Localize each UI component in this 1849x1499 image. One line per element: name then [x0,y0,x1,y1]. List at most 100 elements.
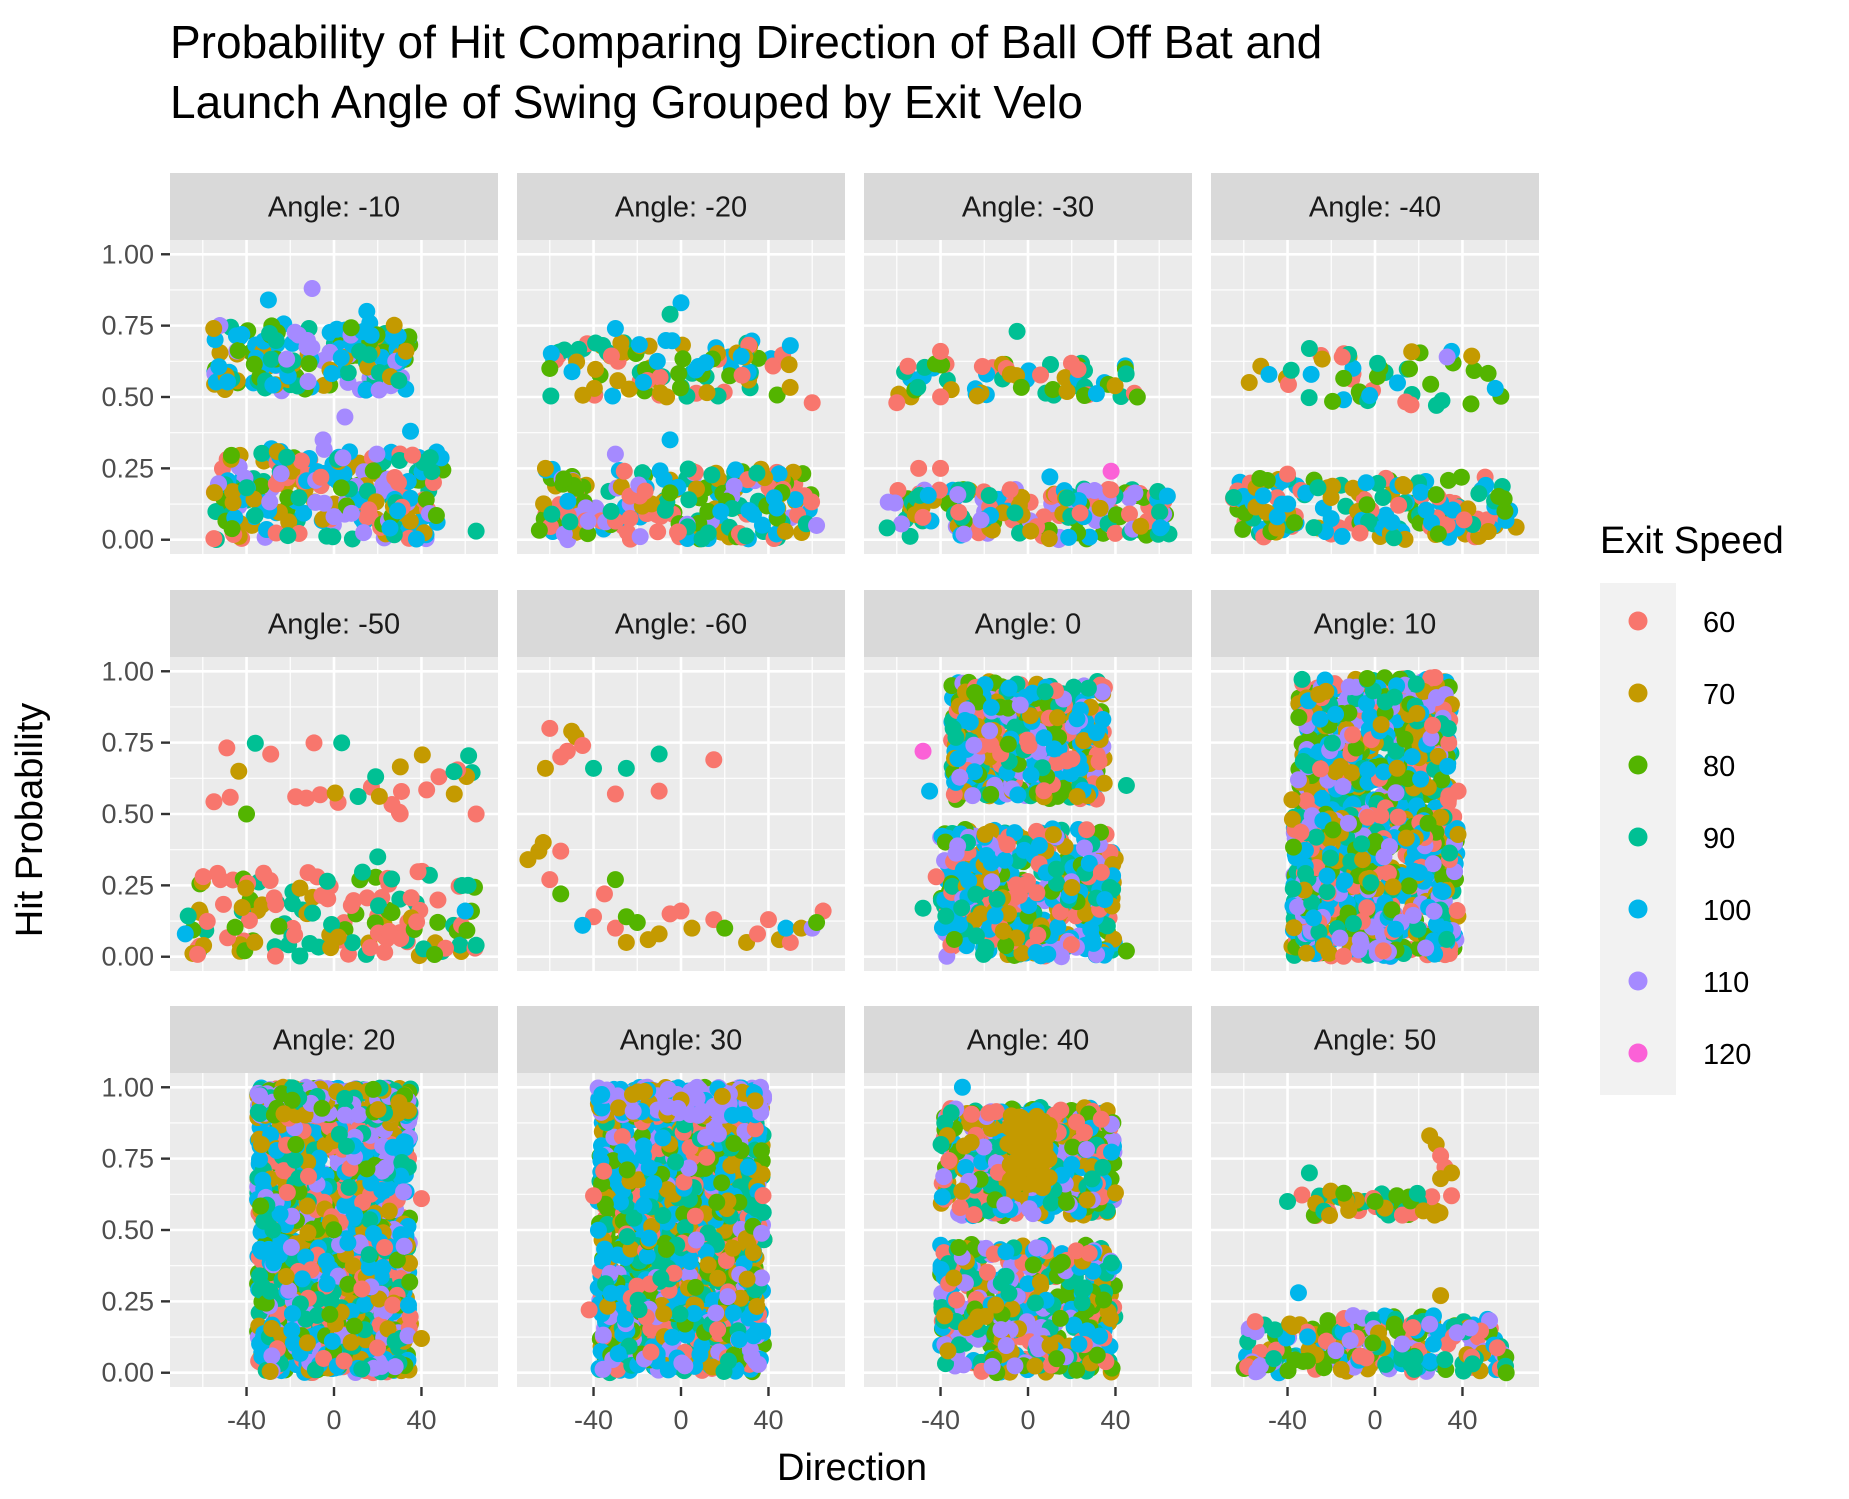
data-point [272,465,290,483]
data-point [226,918,244,936]
data-point [1389,808,1407,826]
facet-strip [1211,590,1539,657]
data-point [400,1296,418,1314]
data-point [1240,374,1258,392]
data-point [1358,670,1376,688]
data-point [808,913,826,931]
data-point [423,463,441,481]
data-point [349,788,367,806]
data-point [453,877,471,895]
data-point [1048,874,1066,892]
data-point [1344,479,1362,497]
data-point [1086,482,1104,500]
data-point [921,782,939,800]
data-point [451,936,469,954]
data-point [283,1305,301,1323]
data-point [1010,887,1028,905]
data-point [966,683,984,701]
data-point [374,1258,392,1276]
data-point [300,355,318,373]
data-point [1486,379,1504,397]
data-point [1040,530,1058,548]
data-point [279,527,297,545]
data-point [429,913,447,931]
data-point [1408,704,1426,722]
data-point [1444,501,1462,519]
chart-title-line-1: Probability of Hit Comparing Direction o… [170,16,1322,68]
data-point [976,825,994,843]
data-point [1387,742,1405,760]
data-point [1387,920,1405,938]
data-points [249,1078,430,1382]
data-point [721,367,739,385]
data-point [777,919,795,937]
data-point [1286,514,1304,532]
data-point [322,939,340,957]
data-point [392,782,410,800]
data-point [230,762,248,780]
data-point [209,864,227,882]
data-point [937,907,955,925]
data-point [1022,522,1040,540]
data-point [628,913,646,931]
data-point [278,448,296,466]
data-point [973,358,991,376]
data-point [205,530,223,548]
data-point [373,1162,391,1180]
data-point [1279,375,1297,393]
data-point [1428,689,1446,707]
data-point [223,520,241,538]
data-point [211,344,229,362]
data-point [364,462,382,480]
data-point [1359,808,1377,826]
data-point [263,1319,281,1337]
data-point [460,747,478,765]
facet-strip-label: Angle: -50 [268,609,400,641]
data-point [999,735,1017,753]
data-point [1388,759,1406,777]
data-point [253,444,271,462]
facet-strip-label: Angle: 20 [273,1025,396,1057]
data-point [1424,855,1442,873]
data-point [261,1362,279,1380]
data-point [1334,777,1352,795]
data-point [1106,524,1124,542]
data-point [305,734,323,752]
data-point [1132,517,1150,535]
data-point [886,494,904,512]
data-point [1309,479,1327,497]
data-point [429,891,447,909]
data-point [318,1275,336,1293]
data-points [914,672,1135,966]
data-point [698,384,716,402]
data-point [1102,481,1120,499]
data-point [919,486,937,504]
facet-panel: Angle: -20 [517,173,845,554]
data-point [1343,764,1361,782]
data-point [606,319,624,337]
data-point [303,280,321,298]
data-point [606,871,624,889]
data-point [536,459,554,477]
data-point [1008,322,1026,340]
data-point [1102,462,1120,480]
data-point [1384,878,1402,896]
data-point [672,902,690,920]
data-points [519,719,832,951]
data-point [977,939,995,957]
data-point [953,899,971,917]
data-point [389,474,407,492]
data-point [267,332,285,350]
data-point [1351,524,1369,542]
data-point [261,493,279,511]
data-point [732,347,750,365]
data-point [878,519,896,537]
data-point [1044,826,1062,844]
data-point [264,376,282,394]
data-point [357,381,375,399]
data-point [467,805,485,823]
data-point [318,872,336,890]
facet-strip-label: Angle: -60 [615,609,747,641]
y-tick-label: 0.25 [101,870,154,900]
data-point [1009,786,1027,804]
